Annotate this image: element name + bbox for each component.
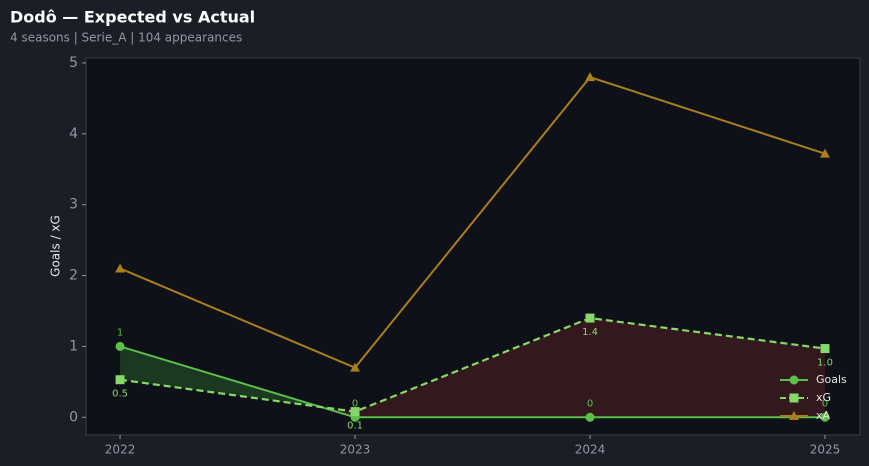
marker bbox=[789, 393, 799, 403]
legend-label: xA bbox=[816, 409, 831, 422]
value-label: 0 bbox=[822, 398, 828, 409]
marker bbox=[115, 341, 125, 351]
y-tick-label: 5 bbox=[69, 55, 78, 71]
value-label: 0 bbox=[587, 398, 593, 409]
marker bbox=[115, 375, 125, 385]
y-tick-label: 3 bbox=[69, 197, 78, 213]
marker bbox=[789, 375, 799, 385]
y-tick-label: 4 bbox=[69, 126, 78, 142]
marker bbox=[789, 411, 799, 420]
value-label: 0 bbox=[352, 398, 358, 409]
legend-label: xG bbox=[816, 391, 831, 404]
y-tick-label: 1 bbox=[69, 338, 78, 354]
y-tick-label: 0 bbox=[69, 409, 78, 425]
value-label: 0.5 bbox=[112, 389, 128, 400]
marker bbox=[350, 362, 361, 372]
y-tick-label: 2 bbox=[69, 268, 78, 284]
marker bbox=[820, 344, 830, 354]
difference-area bbox=[590, 318, 825, 418]
marker bbox=[115, 263, 126, 273]
marker bbox=[819, 148, 830, 158]
marker bbox=[585, 313, 595, 323]
marker bbox=[585, 412, 595, 422]
series-line bbox=[119, 345, 825, 419]
series-line bbox=[119, 75, 826, 369]
value-label: 1 bbox=[117, 327, 123, 338]
plot-area bbox=[85, 57, 861, 436]
legend-label: Goals bbox=[816, 373, 847, 386]
x-tick-label: 2022 bbox=[105, 443, 136, 457]
x-tick-label: 2023 bbox=[340, 443, 371, 457]
marker bbox=[585, 72, 596, 82]
value-label: 0.1 bbox=[347, 421, 363, 432]
x-tick-label: 2024 bbox=[575, 443, 606, 457]
value-label: 1.0 bbox=[817, 358, 833, 369]
marker bbox=[820, 412, 830, 422]
marker bbox=[350, 407, 360, 417]
chart-subtitle: 4 seasons | Serie_A | 104 appearances bbox=[10, 31, 242, 45]
value-label: 1.4 bbox=[582, 327, 598, 338]
series-line bbox=[119, 316, 826, 413]
difference-area bbox=[355, 318, 591, 418]
y-axis-label: Goals / xG bbox=[49, 215, 63, 277]
x-tick-label: 2025 bbox=[810, 443, 841, 457]
chart-title: Dodô — Expected vs Actual bbox=[10, 8, 255, 27]
